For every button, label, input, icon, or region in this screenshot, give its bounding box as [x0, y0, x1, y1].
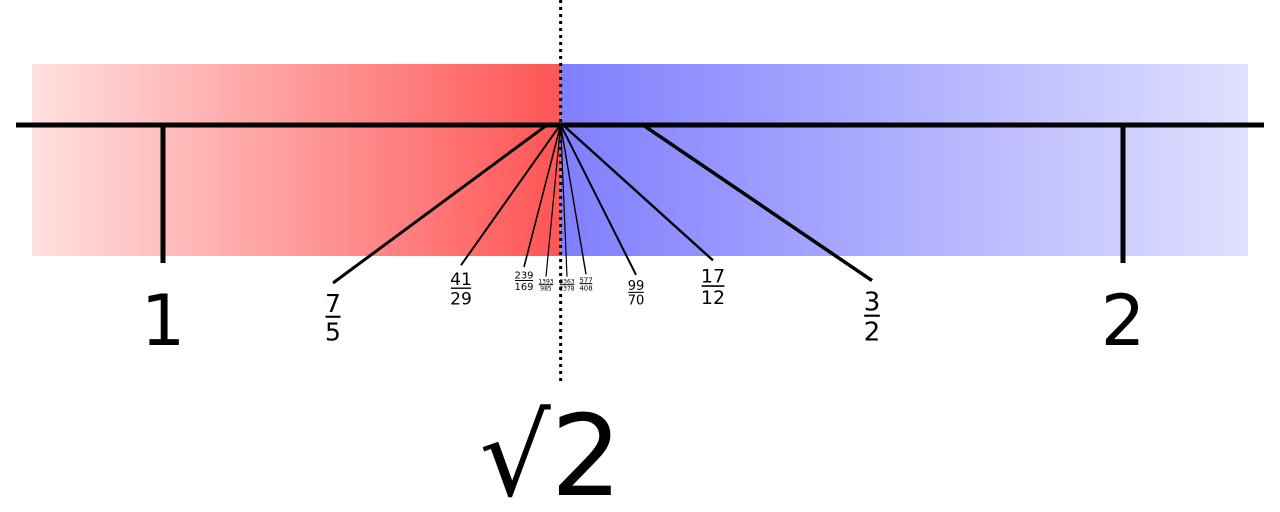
leader-line-239-169	[523, 124, 562, 268]
leader-line-99-70	[559, 124, 637, 276]
fraction-numerator: 41	[450, 270, 472, 290]
fraction-denominator: 29	[450, 289, 472, 309]
fraction-denominator: 12	[701, 287, 725, 309]
fraction-numerator: 99	[628, 279, 645, 294]
target-label: √2	[479, 392, 622, 512]
fraction-label-3-2: 32	[864, 288, 881, 348]
fraction-denominator: 2	[864, 317, 881, 347]
fraction-label-7-5: 75	[325, 289, 341, 347]
below-target-band	[32, 64, 561, 256]
leader-line-17-12	[562, 124, 714, 262]
fraction-denominator: 985	[540, 285, 552, 292]
fraction-denominator: 70	[628, 294, 645, 309]
leader-line-577-408	[559, 124, 587, 275]
above-target-band	[560, 64, 1248, 256]
leader-line-3363-2378	[560, 124, 568, 277]
fraction-numerator: 1393	[538, 279, 553, 286]
fraction-denominator: 5	[325, 318, 341, 347]
fraction-denominator: 408	[579, 284, 592, 292]
fraction-numerator: 239	[514, 271, 533, 282]
fraction-numerator: 17	[701, 265, 725, 287]
fraction-numerator: 7	[325, 289, 341, 318]
leader-line-1393-985	[545, 124, 562, 277]
fraction-numerator: 3363	[559, 279, 574, 286]
major-label-1: 1	[141, 280, 186, 362]
leader-line-7-5	[332, 123, 548, 285]
fraction-denominator: 2378	[559, 285, 574, 292]
leader-line-41-29	[460, 124, 562, 266]
leader-line-3-2	[642, 123, 873, 283]
fraction-numerator: 3	[864, 288, 881, 318]
major-label-2: 2	[1101, 280, 1146, 362]
fraction-denominator: 169	[514, 282, 533, 293]
fraction-numerator: 577	[579, 276, 592, 284]
